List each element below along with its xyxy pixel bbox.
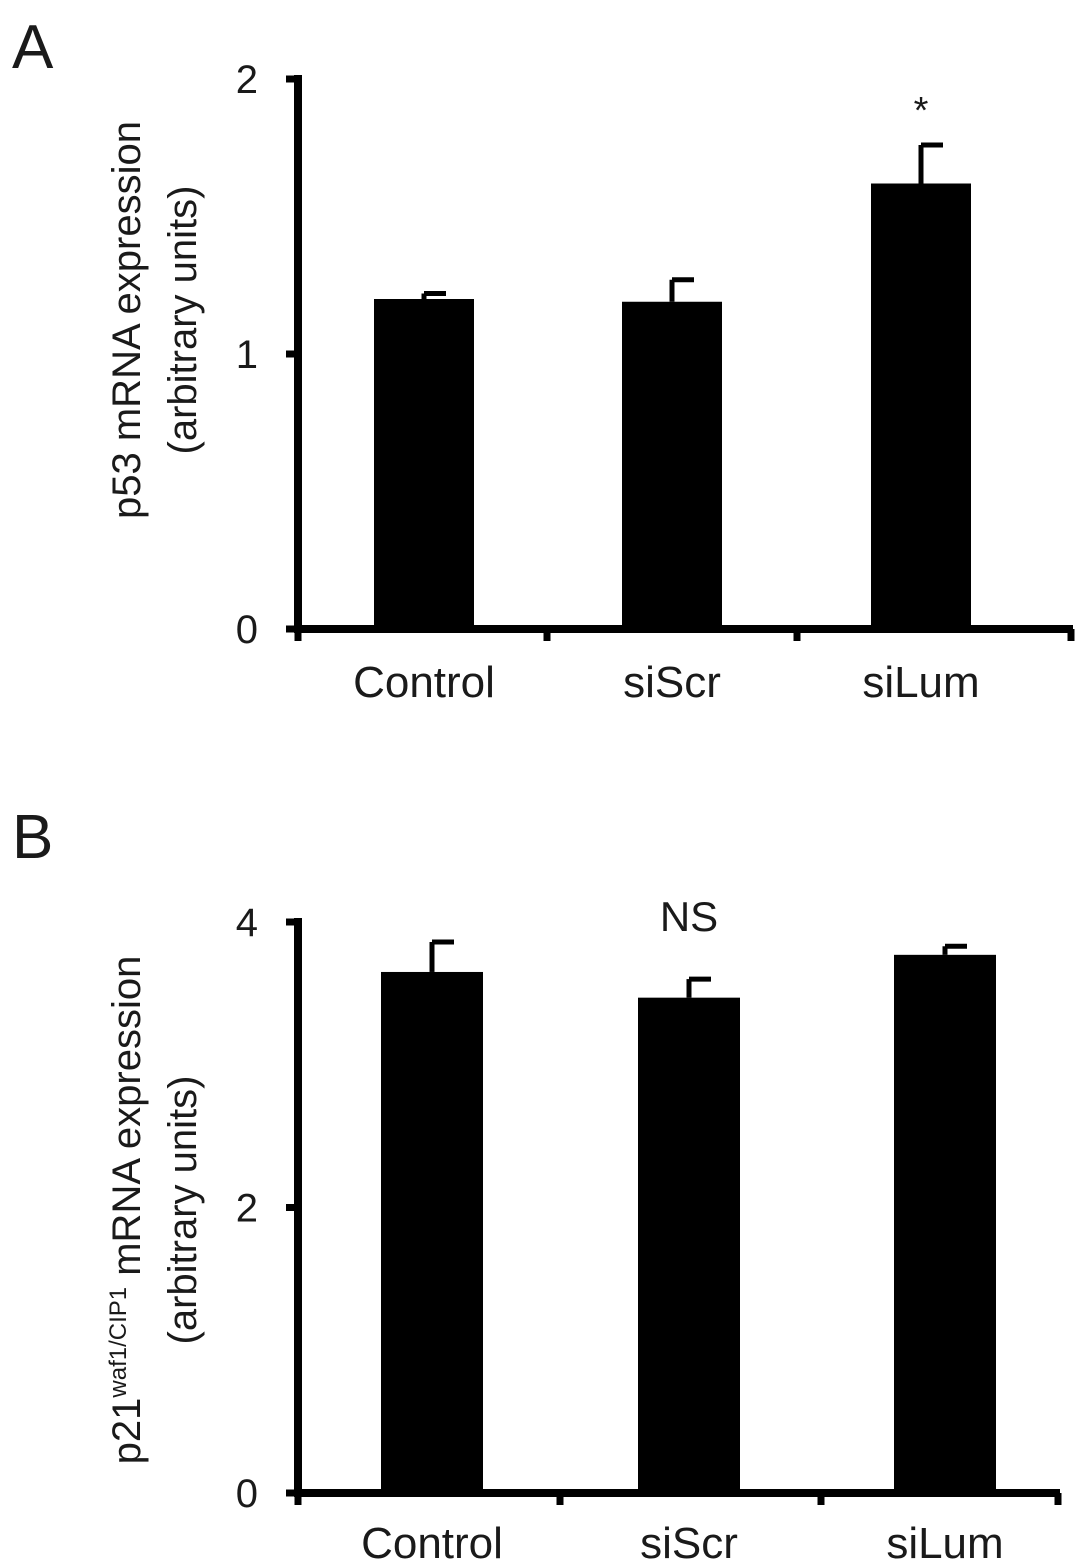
panel-b-ylabel-main: p21 bbox=[105, 1398, 149, 1465]
y-tick-label: 1 bbox=[236, 333, 258, 377]
panel-a-plot: Control siScr siLum 0 1 2 * bbox=[236, 58, 1075, 707]
panel-b-plot: Control siScr siLum 0 2 4 NS bbox=[236, 893, 1062, 1566]
x-tick-label-silum: siLum bbox=[862, 658, 979, 707]
x-tick-label-siscr: siScr bbox=[623, 658, 721, 707]
panel-a-ylabel-line1: p53 mRNA expression bbox=[105, 121, 149, 519]
panel-b-letter: B bbox=[12, 803, 53, 872]
bar-control bbox=[381, 971, 483, 1493]
bar-silum bbox=[894, 954, 996, 1493]
panel-a-letter: A bbox=[12, 13, 54, 82]
y-tick-label: 0 bbox=[236, 1472, 258, 1516]
x-tick-label-silum: siLum bbox=[886, 1519, 1003, 1566]
x-tick-label-control: Control bbox=[361, 1519, 503, 1566]
bar-silum bbox=[871, 183, 971, 629]
y-tick-label: 4 bbox=[236, 901, 258, 945]
annotation-ns: NS bbox=[660, 893, 718, 940]
bar-control bbox=[374, 299, 474, 629]
bar-siscr bbox=[638, 997, 740, 1493]
y-tick-label: 2 bbox=[236, 1187, 258, 1231]
x-tick-label-siscr: siScr bbox=[640, 1519, 738, 1566]
panel-b-ylabel-line2: (arbitrary units) bbox=[161, 1076, 205, 1345]
y-tick-label: 2 bbox=[236, 58, 258, 102]
x-tick-label-control: Control bbox=[353, 658, 495, 707]
panel-b-ylabel-superscript: waf1/CIP1 bbox=[105, 1287, 132, 1399]
panel-b-ylabel-rest: mRNA expression bbox=[105, 956, 149, 1287]
y-tick-label: 0 bbox=[236, 608, 258, 652]
panel-a: A p53 mRNA expression (arbitrary units) … bbox=[12, 13, 1075, 707]
panel-b-ylabel-line1: p21waf1/CIP1 mRNA expression bbox=[105, 956, 149, 1465]
annotation-significance-star: * bbox=[914, 90, 929, 132]
bar-siscr bbox=[622, 301, 722, 629]
panel-b: B p21waf1/CIP1 mRNA expression (arbitrar… bbox=[12, 803, 1062, 1566]
panel-a-ylabel-line2: (arbitrary units) bbox=[161, 186, 205, 455]
